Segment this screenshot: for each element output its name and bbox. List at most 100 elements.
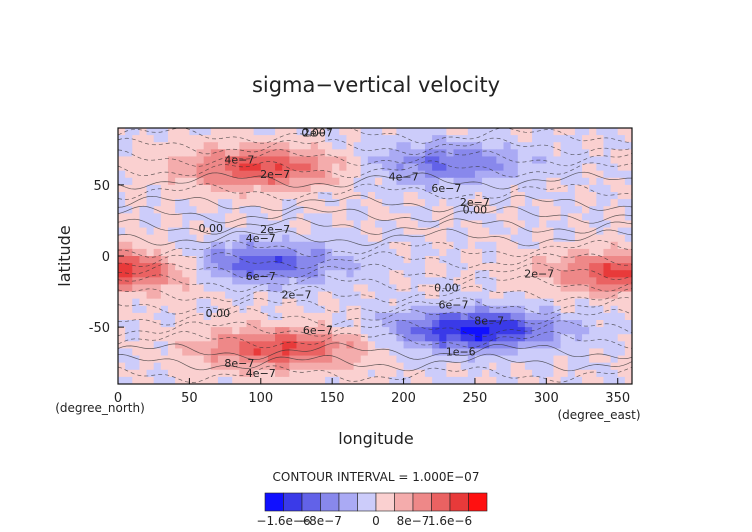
heatmap-cell (403, 291, 412, 300)
heatmap-cell (282, 369, 290, 378)
heatmap-cell (589, 320, 597, 328)
heatmap-cell (460, 355, 469, 364)
heatmap-cell (275, 305, 283, 314)
heatmap-cell (417, 270, 426, 278)
heatmap-cell (353, 376, 362, 384)
heatmap-cell (503, 227, 512, 236)
heatmap-cell (125, 355, 133, 364)
heatmap-cell (317, 206, 326, 214)
heatmap-cell (367, 220, 376, 229)
heatmap-cell (553, 213, 562, 222)
heatmap-cell (539, 256, 547, 264)
heatmap-cell (489, 128, 497, 136)
heatmap-cell (367, 312, 376, 321)
heatmap-cell (282, 128, 290, 136)
heatmap-cell (246, 170, 255, 179)
heatmap-cell (596, 277, 605, 286)
heatmap-cell (325, 369, 333, 378)
heatmap-cell (553, 177, 562, 186)
heatmap-cell (175, 291, 183, 300)
heatmap-cell (410, 248, 419, 257)
heatmap-cell (467, 284, 476, 293)
heatmap-cell (467, 341, 476, 350)
heatmap-cell (424, 376, 433, 384)
heatmap-cell (267, 284, 276, 293)
heatmap-cell (232, 348, 240, 357)
heatmap-cell (175, 334, 183, 342)
x-tick-label: 0 (114, 391, 122, 406)
contour-label: 2e−7 (524, 267, 554, 280)
heatmap-cell (574, 135, 583, 143)
heatmap-cell (160, 376, 169, 384)
heatmap-cell (267, 149, 276, 158)
heatmap-cell (489, 327, 497, 335)
heatmap-cell (560, 291, 569, 300)
heatmap-cell (517, 227, 526, 236)
colorbar-label: 1.6e−6 (428, 514, 472, 528)
heatmap-cell (296, 305, 305, 314)
heatmap-cell (332, 199, 340, 207)
heatmap-cell (303, 334, 312, 342)
heatmap-cell (617, 369, 626, 378)
heatmap-cell (603, 277, 612, 286)
heatmap-cell (510, 256, 519, 264)
heatmap-cell (382, 327, 390, 335)
heatmap-cell (260, 184, 269, 193)
heatmap-cell (196, 362, 205, 371)
heatmap-cell (610, 184, 619, 193)
heatmap-cell (510, 163, 519, 172)
heatmap-cell (553, 376, 562, 384)
heatmap-cell (153, 241, 162, 250)
heatmap-cell (296, 135, 305, 143)
heatmap-cell (325, 142, 333, 150)
heatmap-cell (203, 163, 212, 172)
heatmap-cell (367, 263, 376, 271)
heatmap-cell (610, 376, 619, 384)
heatmap-cell (160, 341, 169, 350)
heatmap-cell (182, 256, 190, 264)
heatmap-cell (432, 376, 440, 384)
heatmap-cell (375, 234, 383, 243)
heatmap-cell (353, 241, 362, 250)
heatmap-cell (474, 277, 483, 286)
heatmap-cell (596, 234, 605, 243)
heatmap-cell (317, 270, 326, 278)
heatmap-cell (353, 234, 362, 243)
heatmap-cell (275, 277, 283, 286)
heatmap-cell (225, 170, 233, 179)
heatmap-cell (146, 312, 155, 321)
heatmap-cell (503, 312, 512, 321)
plot-area: 0.000.000.000.000.002e−72e−74e−74e−76e−7… (117, 127, 633, 385)
heatmap-cell (325, 270, 333, 278)
heatmap-cell (232, 220, 240, 229)
heatmap-cell (574, 234, 583, 243)
heatmap-cell (389, 334, 398, 342)
heatmap-cell (517, 199, 526, 207)
heatmap-cell (282, 227, 290, 236)
heatmap-cell (303, 327, 312, 335)
heatmap-cell (217, 270, 226, 278)
heatmap-cell (246, 199, 255, 207)
heatmap-cell (482, 376, 490, 384)
heatmap-cell (439, 362, 447, 371)
heatmap-cell (424, 327, 433, 335)
heatmap-cell (239, 128, 248, 136)
heatmap-cell (189, 234, 198, 243)
heatmap-cell (603, 263, 612, 271)
heatmap-cell (617, 149, 626, 158)
heatmap-cell (567, 376, 576, 384)
heatmap-cell (118, 312, 126, 321)
heatmap-cell (517, 341, 526, 350)
heatmap-cell (539, 348, 547, 357)
heatmap-cell (482, 263, 490, 271)
heatmap-cell (167, 327, 176, 335)
heatmap-cell (474, 248, 483, 257)
x-tick-label: 50 (181, 391, 198, 406)
heatmap-cell (446, 156, 455, 165)
heatmap-cell (596, 305, 605, 314)
heatmap-cell (617, 312, 626, 321)
heatmap-cell (375, 320, 383, 328)
heatmap-cell (210, 270, 219, 278)
heatmap-cell (175, 256, 183, 264)
heatmap-cell (232, 156, 240, 165)
